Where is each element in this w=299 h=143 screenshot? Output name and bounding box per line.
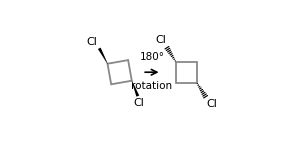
Text: 180°: 180° bbox=[139, 52, 164, 62]
Text: Cl: Cl bbox=[155, 35, 166, 45]
Text: Cl: Cl bbox=[87, 37, 98, 47]
Text: rotation: rotation bbox=[131, 81, 173, 91]
Text: Cl: Cl bbox=[207, 99, 217, 109]
Text: Cl: Cl bbox=[133, 98, 144, 108]
Polygon shape bbox=[132, 81, 139, 97]
Polygon shape bbox=[98, 48, 108, 64]
